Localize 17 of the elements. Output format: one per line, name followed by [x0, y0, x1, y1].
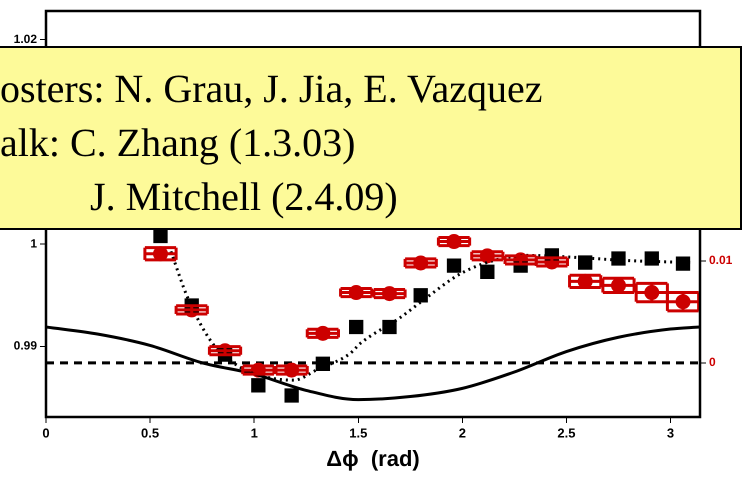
y-tick-label: 0.99 [14, 338, 38, 353]
y2-tick-label: 0.01 [709, 253, 733, 268]
x-tick-label: 2 [458, 425, 466, 440]
x-axis-title: Δϕ (rad) [326, 446, 420, 471]
x-tick-label: 0.5 [141, 425, 160, 440]
x-tick-label: 1.5 [349, 425, 368, 440]
y-tick-label: 1 [30, 236, 38, 250]
x-tick-label: 2.5 [557, 425, 576, 440]
annotation: alk: C. Zhang (1.3.03) [0, 119, 356, 167]
note-box: osters: N. Grau, J. Jia, E. Vazquez alk: C. Zhang (1.3.03) J. Mitchell (2.4.09) [0, 46, 742, 230]
y-tick-label: 1.02 [14, 32, 38, 46]
x-tick-label: 3 [666, 425, 674, 440]
annotation: osters: N. Grau, J. Jia, E. Vazquez [0, 65, 544, 113]
y2-tick-label: 0 [709, 355, 716, 370]
annotation: J. Mitchell (2.4.09) [89, 173, 399, 221]
x-tick-label: 0 [42, 425, 50, 440]
x-tick-label: 1 [250, 425, 258, 440]
